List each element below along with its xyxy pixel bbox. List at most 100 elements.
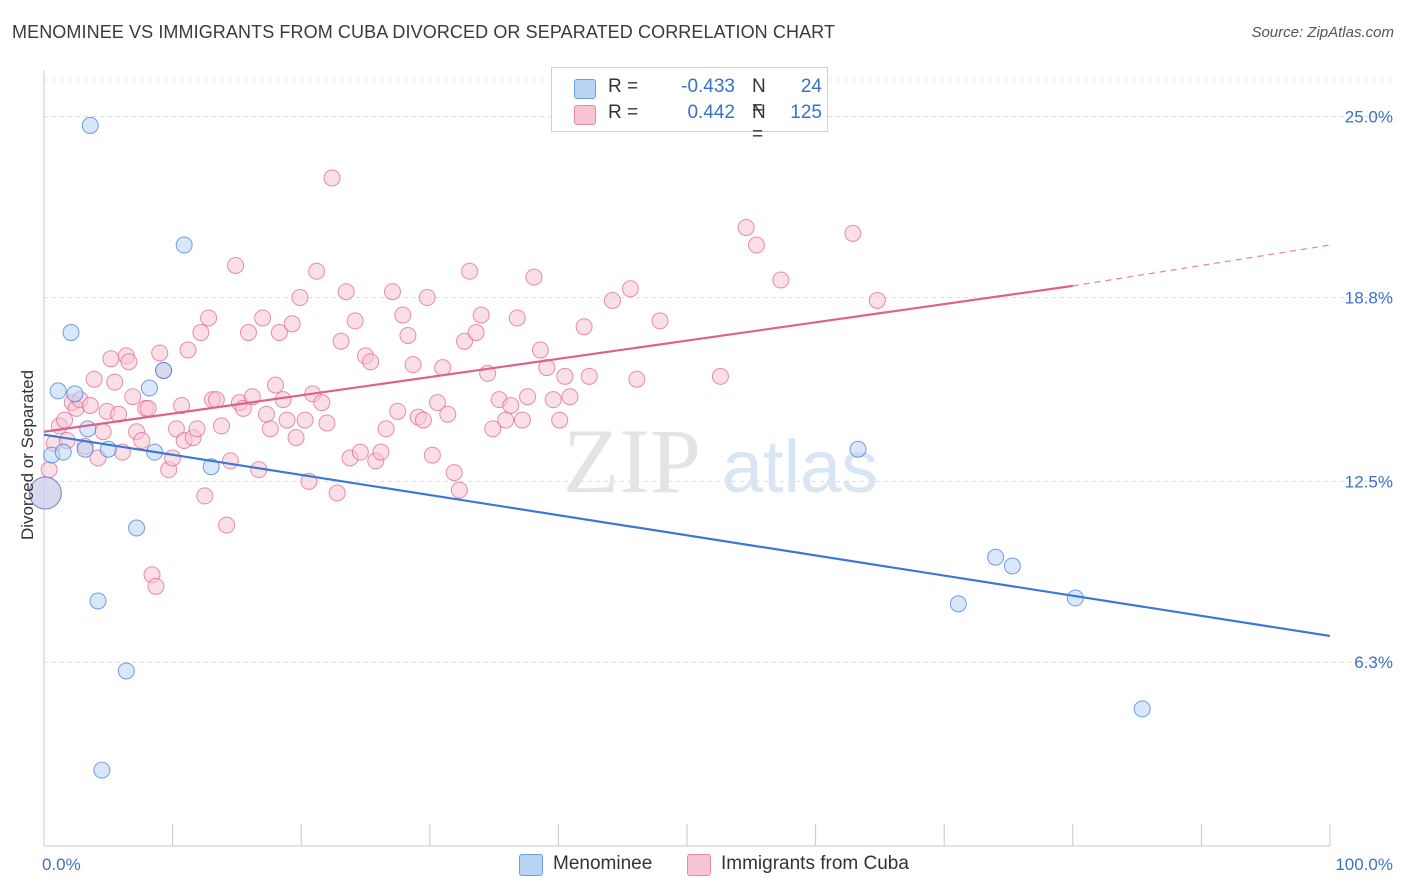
cuba-point: [313, 394, 331, 412]
cuba-point: [278, 411, 296, 429]
cuba-point: [139, 399, 157, 417]
menominee-point: [140, 379, 158, 397]
menominee-point: [62, 324, 80, 342]
cuba-point: [575, 318, 593, 336]
cuba-point: [239, 324, 257, 342]
legend-r-label: R =: [608, 102, 639, 123]
cuba-point: [628, 370, 646, 388]
watermark-zip: ZIP: [563, 410, 701, 512]
legend-n-label: N =: [752, 102, 766, 145]
cuba-point: [603, 291, 621, 309]
bottom-legend-label: Menominee: [553, 853, 653, 874]
menominee-point: [54, 443, 72, 461]
cuba-point: [173, 396, 191, 414]
cuba-point: [513, 411, 531, 429]
cuba-point: [404, 356, 422, 374]
cuba-point: [429, 394, 447, 412]
cuba-point: [484, 420, 502, 438]
cuba-point: [200, 309, 218, 327]
cuba-point: [472, 306, 490, 324]
cuba-point: [133, 431, 151, 449]
cuba-point: [651, 312, 669, 330]
menominee-point: [849, 440, 867, 458]
cuba-point: [450, 481, 468, 499]
cuba-point: [328, 484, 346, 502]
cuba-point: [164, 449, 182, 467]
menominee-point: [117, 662, 135, 680]
cuba-point: [461, 262, 479, 280]
cuba-point: [296, 411, 314, 429]
cuba-point: [188, 420, 206, 438]
cuba-point: [384, 283, 402, 301]
chart-title: MENOMINEE VS IMMIGRANTS FROM CUBA DIVORC…: [12, 22, 836, 42]
cuba-point: [151, 344, 169, 362]
bottom-legend-label: Immigrants from Cuba: [721, 853, 909, 874]
y-tick-label: 6.3%: [1354, 653, 1393, 672]
y-tick-label: 12.5%: [1345, 472, 1393, 491]
cuba-point: [556, 367, 574, 385]
legend-n-label: N =: [752, 76, 766, 119]
menominee-point: [89, 592, 107, 610]
cuba-point: [261, 420, 279, 438]
cuba-point: [737, 219, 755, 237]
cuba-point: [85, 370, 103, 388]
y-tick-label: 18.8%: [1345, 289, 1393, 308]
cuba-trendline: [43, 284, 1073, 433]
legend-swatch-menominee: [574, 79, 596, 99]
cuba-point: [192, 324, 210, 342]
menominee-point: [1003, 557, 1021, 575]
cuba-point: [414, 411, 432, 429]
source-label: Source: ZipAtlas.com: [1251, 24, 1394, 41]
cuba-point: [124, 388, 142, 406]
cuba-point: [362, 353, 380, 371]
menominee-point: [202, 458, 220, 476]
menominee-point: [1133, 700, 1151, 718]
bottom-legend-swatch-cuba: [687, 854, 711, 876]
cuba-point: [399, 326, 417, 344]
menominee-point: [79, 420, 97, 438]
cuba-point: [525, 268, 543, 286]
cuba-point: [346, 312, 364, 330]
cuba-point: [212, 417, 230, 435]
cuba-point: [120, 353, 138, 371]
cuba-point: [94, 423, 112, 441]
cuba-point: [207, 391, 225, 409]
cuba-point: [467, 324, 485, 342]
cuba-point: [283, 315, 301, 333]
y-tick-label: 25.0%: [1345, 108, 1393, 127]
legend-r-value: 0.442: [687, 102, 735, 123]
cuba-point: [270, 324, 288, 342]
cuba-point: [56, 411, 74, 429]
cuba-point: [351, 443, 369, 461]
menominee-point: [93, 761, 111, 779]
cuba-point: [81, 396, 99, 414]
cuba-point: [445, 464, 463, 482]
cuba-point: [323, 169, 341, 187]
menominee-point: [987, 548, 1005, 566]
cuba-point: [332, 332, 350, 350]
cuba-point: [844, 224, 862, 242]
cuba-point: [747, 236, 765, 254]
cuba-point: [551, 411, 569, 429]
cuba-point: [179, 341, 197, 359]
cuba-point: [221, 452, 239, 470]
watermark-atlas: atlas: [722, 425, 878, 508]
cuba-point: [257, 405, 275, 423]
cuba-point: [266, 376, 284, 394]
cuba-point: [531, 341, 549, 359]
cuba-point: [456, 332, 474, 350]
bottom-legend-swatch-menominee: [519, 854, 543, 876]
menominee-point: [949, 595, 967, 613]
menominee-point: [76, 440, 94, 458]
menominee-point: [81, 116, 99, 134]
cuba-trendline-extension: [1072, 244, 1331, 287]
cuba-point: [772, 271, 790, 289]
cuba-point: [372, 443, 390, 461]
cuba-point: [502, 396, 520, 414]
cuba-point: [394, 306, 412, 324]
menominee-trendline: [43, 433, 1331, 638]
cuba-point: [621, 280, 639, 298]
cuba-point: [106, 373, 124, 391]
x-tick-label: 100.0%: [1335, 855, 1393, 874]
